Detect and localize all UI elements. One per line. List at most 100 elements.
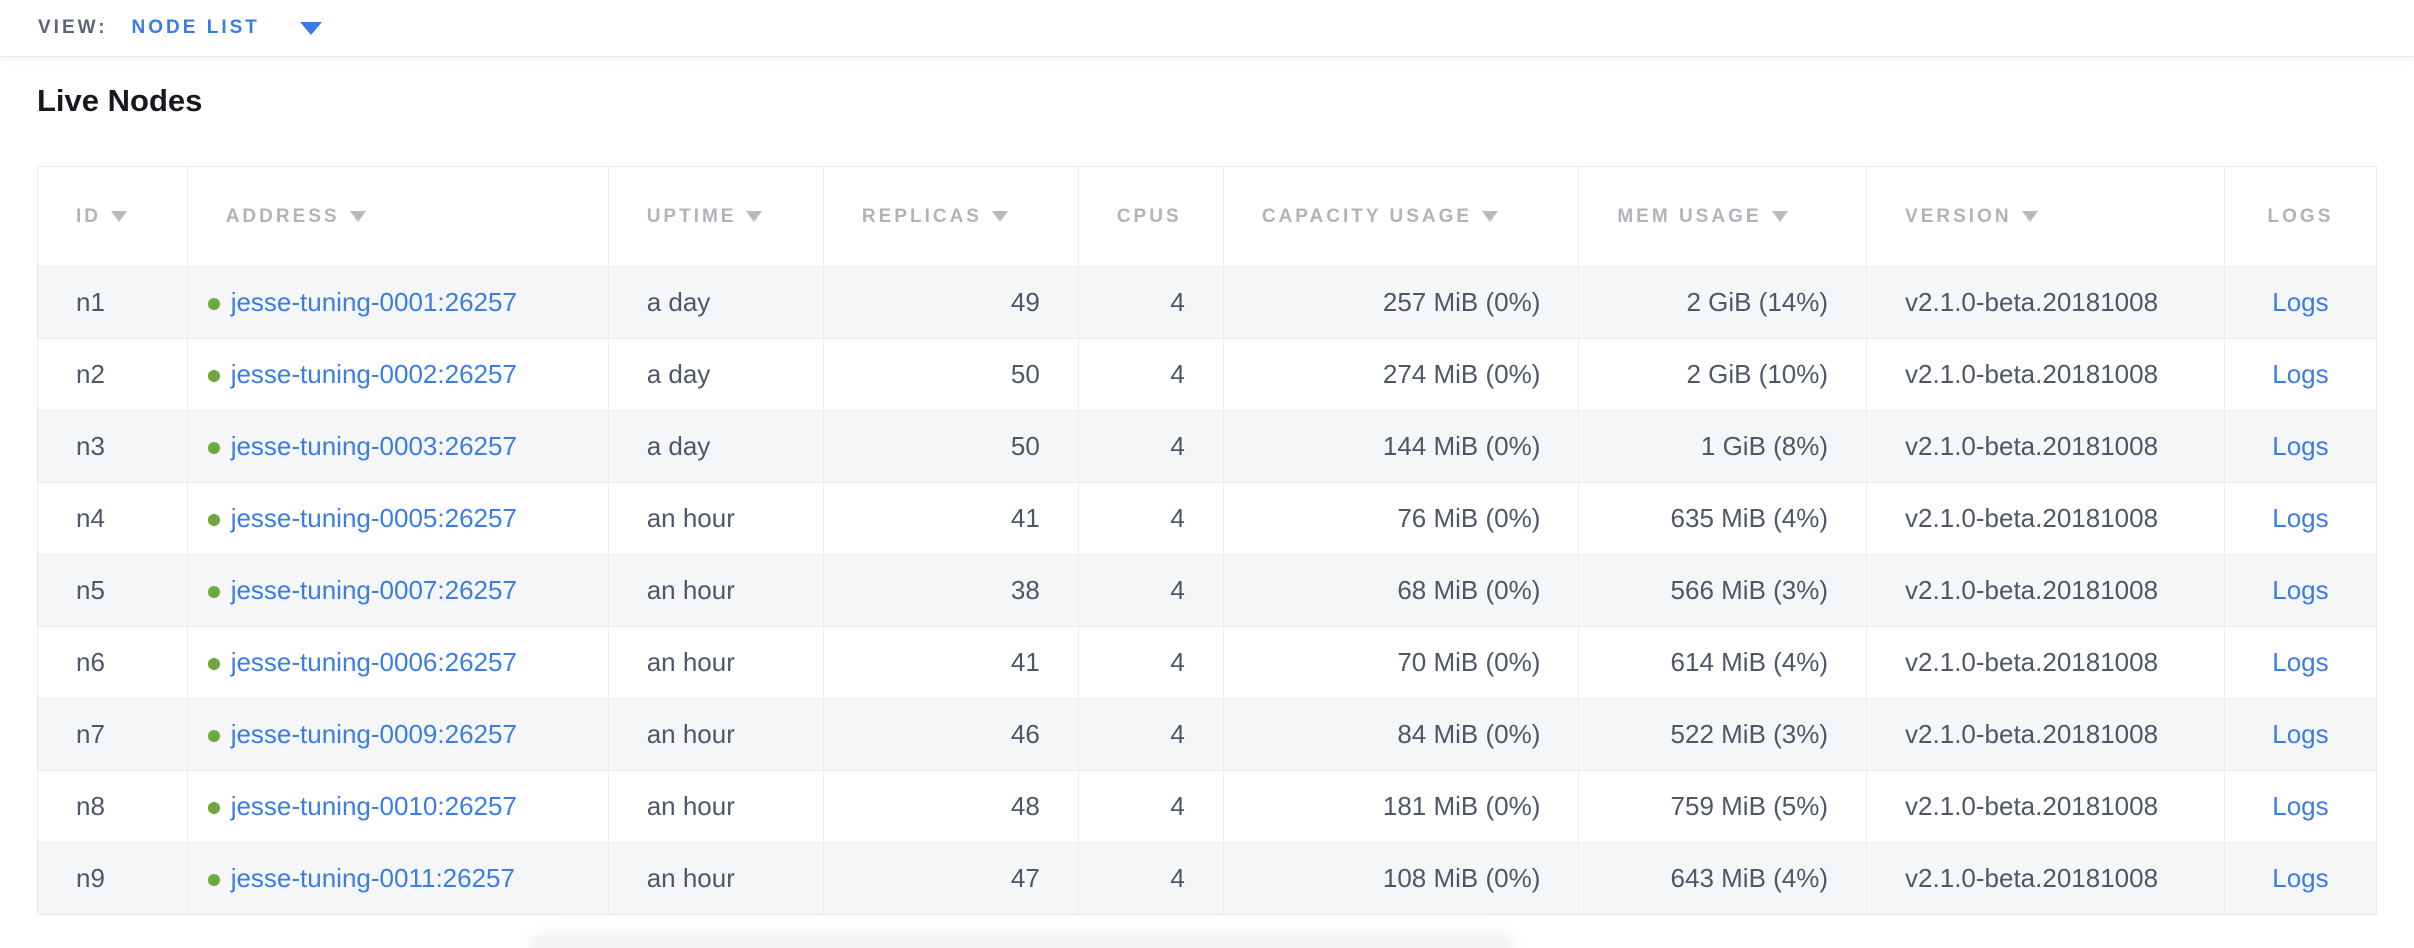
- caret-down-icon: [299, 21, 322, 35]
- live-nodes-table: ID ADDRESS UPTIME REPLICAS CPUS CAPACITY…: [37, 166, 2377, 915]
- cell-capacity: 144 MiB (0%): [1222, 410, 1579, 483]
- cell-replicas: 41: [822, 482, 1079, 555]
- col-header-replicas[interactable]: REPLICAS: [822, 166, 1079, 267]
- cell-id: n2: [37, 338, 188, 411]
- cell-uptime: an hour: [607, 482, 824, 555]
- cell-replicas: 47: [822, 842, 1079, 915]
- logs-link[interactable]: Logs: [2272, 647, 2329, 677]
- cell-capacity: 274 MiB (0%): [1222, 338, 1579, 411]
- cell-mem: 635 MiB (4%): [1578, 482, 1867, 555]
- address-link[interactable]: jesse-tuning-0010:26257: [230, 791, 517, 821]
- cell-version: v2.1.0-beta.20181008: [1866, 482, 2225, 555]
- table-row: n2 jesse-tuning-0002:26257 a day 50 4 274 MiB…: [37, 338, 2377, 411]
- cell-replicas: 50: [822, 410, 1079, 483]
- logs-link[interactable]: Logs: [2272, 287, 2329, 317]
- view-bar: VIEW: NODE LIST: [0, 0, 2414, 56]
- col-header-uptime[interactable]: UPTIME: [607, 166, 824, 267]
- cell-mem: 2 GiB (14%): [1578, 266, 1867, 339]
- cell-mem: 522 MiB (3%): [1578, 698, 1867, 771]
- cell-version: v2.1.0-beta.20181008: [1866, 698, 2225, 771]
- cell-mem: 1 GiB (8%): [1578, 410, 1867, 483]
- logs-link[interactable]: Logs: [2272, 575, 2329, 605]
- address-link[interactable]: jesse-tuning-0007:26257: [230, 575, 517, 605]
- cell-mem: 759 MiB (5%): [1578, 770, 1867, 843]
- col-header-label: CAPACITY USAGE: [1261, 205, 1473, 227]
- table-header-row: ID ADDRESS UPTIME REPLICAS CPUS CAPACITY…: [37, 166, 2377, 267]
- cell-id: n1: [37, 266, 188, 339]
- sort-arrow-icon: [1771, 210, 1788, 222]
- cell-mem: 643 MiB (4%): [1578, 842, 1867, 915]
- cell-uptime: a day: [607, 266, 824, 339]
- cell-cpus: 4: [1077, 770, 1224, 843]
- table-row: n4 jesse-tuning-0005:26257 an hour 41 4 76 Mi…: [37, 482, 2377, 555]
- cell-uptime: an hour: [607, 842, 824, 915]
- cell-address: jesse-tuning-0007:26257: [186, 554, 609, 627]
- col-header-label: CPUS: [1116, 205, 1182, 227]
- address-link[interactable]: jesse-tuning-0001:26257: [230, 287, 517, 317]
- cell-address: jesse-tuning-0009:26257: [186, 698, 609, 771]
- table-row: n7 jesse-tuning-0009:26257 an hour 46 4 84 Mi…: [37, 698, 2377, 771]
- cell-version: v2.1.0-beta.20181008: [1866, 626, 2225, 699]
- cell-capacity: 68 MiB (0%): [1222, 554, 1579, 627]
- sort-arrow-icon: [991, 210, 1008, 222]
- logs-link[interactable]: Logs: [2272, 359, 2329, 389]
- col-header-label: UPTIME: [646, 205, 737, 227]
- cell-capacity: 181 MiB (0%): [1222, 770, 1579, 843]
- cell-logs: Logs: [2223, 266, 2377, 339]
- col-header-label: MEM USAGE: [1617, 205, 1762, 227]
- cell-uptime: an hour: [607, 554, 824, 627]
- live-status-icon: [207, 586, 220, 598]
- cell-logs: Logs: [2223, 482, 2377, 555]
- logs-link[interactable]: Logs: [2272, 791, 2329, 821]
- live-status-icon: [207, 874, 220, 886]
- cell-uptime: a day: [607, 338, 824, 411]
- logs-link[interactable]: Logs: [2272, 863, 2329, 893]
- col-header-mem-usage[interactable]: MEM USAGE: [1578, 166, 1867, 267]
- view-selector-dropdown[interactable]: NODE LIST: [132, 17, 322, 39]
- col-header-id[interactable]: ID: [37, 166, 188, 267]
- logs-link[interactable]: Logs: [2272, 503, 2329, 533]
- cell-uptime: an hour: [607, 698, 824, 771]
- live-status-icon: [207, 514, 220, 526]
- cell-id: n9: [37, 842, 188, 915]
- cell-replicas: 38: [822, 554, 1079, 627]
- cell-version: v2.1.0-beta.20181008: [1866, 554, 2225, 627]
- cell-logs: Logs: [2223, 410, 2377, 483]
- cell-uptime: an hour: [607, 770, 824, 843]
- address-link[interactable]: jesse-tuning-0009:26257: [230, 719, 517, 749]
- cell-logs: Logs: [2223, 554, 2377, 627]
- col-header-address[interactable]: ADDRESS: [186, 166, 609, 267]
- cell-capacity: 257 MiB (0%): [1222, 266, 1579, 339]
- cell-cpus: 4: [1077, 266, 1224, 339]
- logs-link[interactable]: Logs: [2272, 719, 2329, 749]
- table-row: n9 jesse-tuning-0011:26257 an hour 47 4 108 M…: [37, 842, 2377, 915]
- logs-link[interactable]: Logs: [2272, 431, 2329, 461]
- address-link[interactable]: jesse-tuning-0006:26257: [230, 647, 517, 677]
- address-link[interactable]: jesse-tuning-0003:26257: [230, 431, 517, 461]
- sort-arrow-icon: [111, 210, 127, 222]
- cell-replicas: 41: [822, 626, 1079, 699]
- cell-id: n6: [37, 626, 188, 699]
- view-label: VIEW:: [38, 17, 108, 38]
- cell-logs: Logs: [2223, 626, 2377, 699]
- cell-address: jesse-tuning-0001:26257: [186, 266, 609, 339]
- col-header-label: ADDRESS: [225, 205, 340, 227]
- cell-address: jesse-tuning-0002:26257: [186, 338, 609, 411]
- live-status-icon: [207, 802, 220, 814]
- cell-capacity: 108 MiB (0%): [1222, 842, 1579, 915]
- col-header-label: ID: [76, 205, 101, 227]
- live-status-icon: [207, 370, 220, 382]
- address-link[interactable]: jesse-tuning-0011:26257: [230, 863, 515, 893]
- address-link[interactable]: jesse-tuning-0002:26257: [230, 359, 517, 389]
- sort-arrow-icon: [2021, 210, 2038, 222]
- cell-replicas: 48: [822, 770, 1079, 843]
- cell-mem: 2 GiB (10%): [1578, 338, 1867, 411]
- col-header-capacity-usage[interactable]: CAPACITY USAGE: [1222, 166, 1579, 267]
- table-row: n5 jesse-tuning-0007:26257 an hour 38 4 68 Mi…: [37, 554, 2377, 627]
- col-header-label: REPLICAS: [861, 205, 982, 227]
- col-header-label: VERSION: [1905, 205, 2012, 227]
- col-header-version[interactable]: VERSION: [1866, 166, 2225, 267]
- address-link[interactable]: jesse-tuning-0005:26257: [230, 503, 517, 533]
- cell-cpus: 4: [1077, 698, 1224, 771]
- cell-uptime: a day: [607, 410, 824, 483]
